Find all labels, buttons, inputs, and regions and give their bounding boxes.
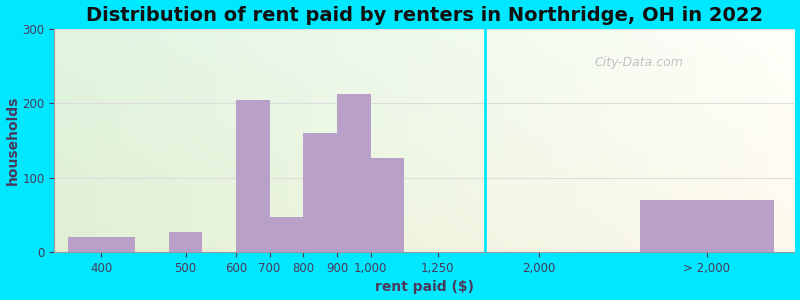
Bar: [236, 100, 270, 252]
Bar: [68, 237, 135, 252]
Bar: [337, 94, 370, 252]
Bar: [640, 200, 774, 252]
X-axis label: rent paid ($): rent paid ($): [375, 280, 474, 294]
Bar: [169, 232, 202, 252]
Bar: [370, 158, 404, 252]
Bar: [270, 217, 303, 252]
Text: City-Data.com: City-Data.com: [594, 56, 683, 69]
Y-axis label: households: households: [6, 96, 19, 185]
Bar: [303, 133, 337, 252]
Title: Distribution of rent paid by renters in Northridge, OH in 2022: Distribution of rent paid by renters in …: [86, 6, 763, 25]
